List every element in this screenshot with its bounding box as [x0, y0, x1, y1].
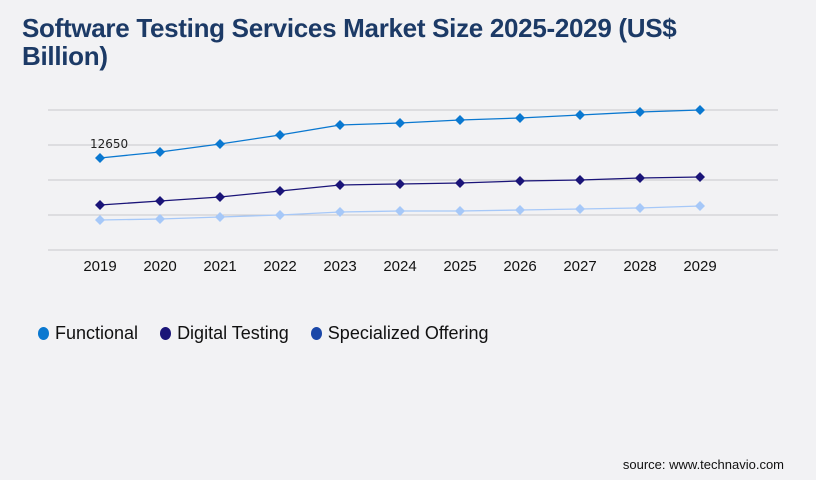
- data-point: [575, 110, 585, 121]
- data-point: [155, 146, 165, 157]
- data-point: [515, 205, 525, 215]
- x-tick-label: 2022: [263, 258, 296, 275]
- legend-marker: [310, 327, 322, 340]
- data-point: [635, 106, 645, 117]
- legend-marker: [38, 327, 49, 340]
- data-point: [455, 206, 465, 217]
- data-point: [215, 191, 225, 202]
- legend-label: Functional: [55, 323, 139, 343]
- data-point: [695, 171, 705, 182]
- data-point: [395, 118, 405, 129]
- data-point: [515, 113, 525, 123]
- data-point: [635, 173, 645, 183]
- legend-item-specialized-offering[interactable]: Specialized Offering: [310, 323, 489, 344]
- data-point: [515, 175, 525, 186]
- series-line: [99, 109, 701, 159]
- data-point: [635, 202, 645, 213]
- data-point: [95, 199, 105, 210]
- x-tick-label: 2021: [203, 258, 236, 275]
- legend-item-functional[interactable]: Functional: [38, 323, 138, 344]
- data-point: [335, 206, 345, 217]
- x-tick-label: 2026: [503, 258, 536, 275]
- legend-label: Specialized Offering: [327, 323, 489, 343]
- legend: Functional Digital Testing Specialized O…: [38, 323, 489, 344]
- data-point: [695, 201, 705, 211]
- x-tick-label: 2023: [323, 258, 356, 275]
- data-point: [335, 179, 345, 190]
- data-point: [155, 214, 165, 225]
- data-point: [95, 153, 105, 163]
- x-tick-label: 2019: [83, 258, 116, 275]
- data-point: [455, 178, 465, 189]
- chart-title: Software Testing Services Market Size 20…: [22, 13, 677, 71]
- data-point: [575, 174, 585, 185]
- data-point: [455, 114, 465, 125]
- x-tick-label: 2020: [143, 258, 176, 275]
- data-label: 12650: [90, 137, 128, 151]
- data-point: [155, 195, 165, 206]
- data-point: [275, 186, 285, 197]
- data-point: [275, 130, 285, 141]
- line-chart: 2019 2020 2021 2022 2023 2024 2025 2026 2027 2028…: [48, 105, 778, 275]
- legend-item-digital-testing[interactable]: Digital Testing: [160, 323, 289, 344]
- data-point: [95, 214, 105, 225]
- data-point: [575, 203, 585, 214]
- data-point: [275, 210, 285, 221]
- legend-label: Digital Testing: [177, 323, 289, 343]
- x-tick-label: 2028: [623, 258, 656, 275]
- data-point: [215, 211, 225, 222]
- legend-marker: [160, 327, 172, 340]
- source-text: source: www.technavio.com: [622, 457, 784, 472]
- data-point: [215, 138, 225, 149]
- data-point: [695, 105, 705, 115]
- data-point: [395, 178, 405, 189]
- x-tick-label: 2024: [383, 258, 416, 275]
- x-tick-label: 2027: [563, 258, 596, 275]
- x-tick-label: 2025: [443, 258, 476, 275]
- data-point: [395, 206, 405, 217]
- x-tick-label: 2029: [683, 258, 716, 275]
- data-point: [335, 119, 345, 130]
